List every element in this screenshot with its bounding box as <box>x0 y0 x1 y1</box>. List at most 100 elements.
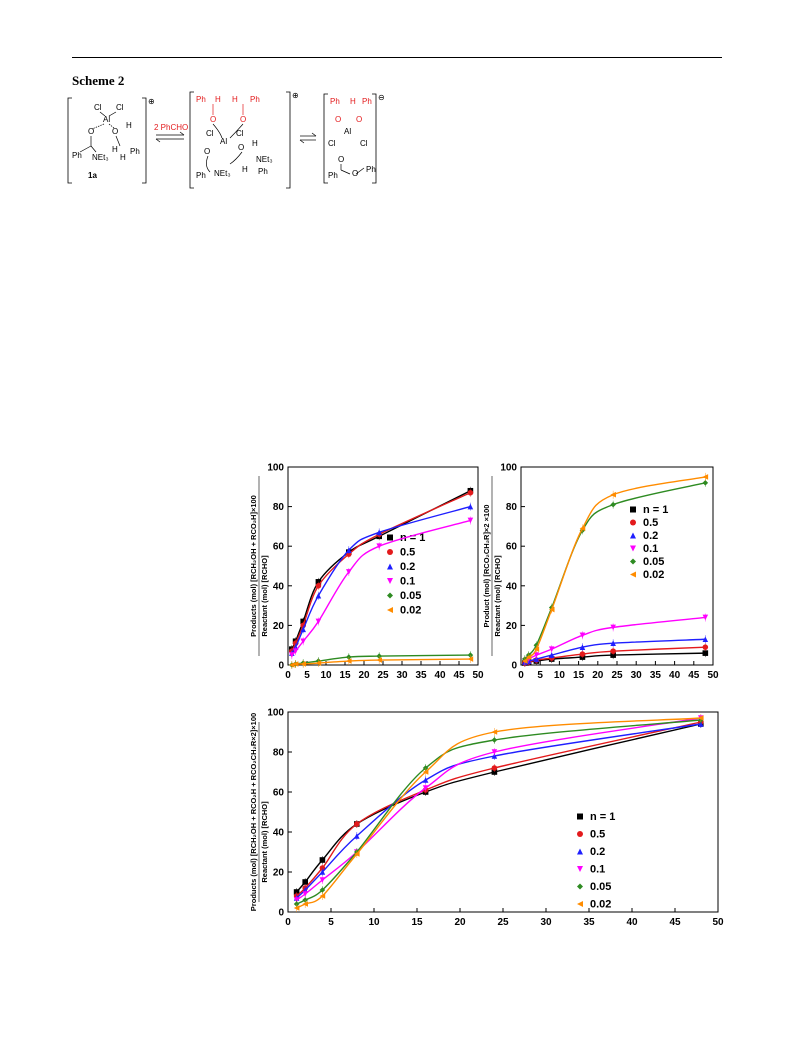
legend-label: 0.5 <box>643 517 658 529</box>
plot-frame <box>520 466 714 666</box>
data-point <box>300 638 306 645</box>
legend-label: 0.05 <box>400 590 421 602</box>
h-label-3: H <box>120 153 126 162</box>
data-point <box>702 644 709 650</box>
x-tick-label: 5 <box>304 670 310 681</box>
legend-label: 0.5 <box>590 829 605 841</box>
data-point <box>533 652 540 658</box>
x-tick-label: 30 <box>540 917 552 928</box>
data-point <box>315 660 322 666</box>
x-tick-label: 5 <box>328 917 334 928</box>
legend-label: 0.1 <box>400 576 415 588</box>
cl-label-6: Cl <box>360 139 368 148</box>
legend-marker <box>630 506 636 513</box>
data-point <box>422 777 429 783</box>
data-point <box>491 765 498 771</box>
y-tick-label: 40 <box>273 581 285 592</box>
series-curve <box>291 492 471 652</box>
legend-marker <box>387 563 393 570</box>
y-axis-label: Products (mol) [RCH₂OH + RCO₂H]×100 React… <box>249 476 269 656</box>
y-axis-label-denominator: Reactant (mol) [RCHO] <box>260 555 269 637</box>
o-label-2: O <box>112 127 118 136</box>
legend-label: n = 1 <box>643 504 668 516</box>
data-point <box>491 737 498 743</box>
arrow-label: 2 PhCHO <box>154 123 188 132</box>
data-point <box>610 640 616 647</box>
cl-label-4: Cl <box>236 129 244 138</box>
x-tick-label: 20 <box>358 670 370 681</box>
legend-marker <box>577 848 583 855</box>
data-point <box>522 658 528 664</box>
y-tick-label: 20 <box>273 868 285 879</box>
ph-label-1: Ph <box>72 151 82 160</box>
y-tick-label: 80 <box>506 502 518 513</box>
legend-marker <box>630 571 636 578</box>
y-tick-label: 40 <box>273 828 285 839</box>
y-tick-label: 40 <box>506 581 518 592</box>
legend-marker <box>577 883 583 890</box>
cl-label-2: Cl <box>116 103 124 112</box>
net3-label-1: NEt₃ <box>92 153 109 162</box>
y-axis-label-numerator: Product (mol) [RCO₂CH₂R]×2 ×100 <box>483 505 491 628</box>
data-point <box>702 480 709 486</box>
al-label-2: Al <box>220 137 227 146</box>
data-point <box>610 501 616 508</box>
series-curve <box>296 719 701 905</box>
data-point <box>315 592 322 599</box>
data-point <box>302 891 308 897</box>
data-point <box>422 769 429 775</box>
data-point <box>491 749 498 755</box>
data-point <box>702 474 709 480</box>
legend-marker <box>577 901 583 907</box>
data-point <box>300 661 306 667</box>
y-tick-label: 60 <box>273 788 285 799</box>
data-point <box>319 857 326 863</box>
ph-label-3: Ph <box>196 171 206 180</box>
data-point <box>610 624 616 631</box>
plot-frame <box>287 466 479 666</box>
data-point <box>579 525 586 532</box>
y-axis-label-numerator: Products (mol) [RCH₂OH + RCO₂H + RCO₂CH₂… <box>249 713 258 911</box>
legend-marker <box>630 532 636 539</box>
data-point <box>467 517 474 524</box>
ph-label-6: Ph <box>366 165 376 174</box>
x-tick-label: 25 <box>611 670 623 681</box>
y-tick-label: 80 <box>273 502 285 513</box>
data-point <box>293 905 300 911</box>
y-tick-label: 100 <box>500 463 517 474</box>
legend-marker <box>577 831 583 837</box>
x-tick-label: 5 <box>537 670 543 681</box>
charge-minus: ⊖ <box>378 93 385 102</box>
y-tick-label: 100 <box>267 708 284 719</box>
data-point <box>300 626 306 633</box>
x-tick-label: 40 <box>626 917 638 928</box>
series-curve <box>296 717 701 901</box>
ph-label-4: Ph <box>258 167 268 176</box>
net3-label-2: NEt₃ <box>256 155 273 164</box>
data-point <box>610 648 616 654</box>
net3-label-3: NEt₃ <box>214 169 231 178</box>
o-label-6: O <box>352 169 358 178</box>
h-label-5: H <box>242 165 248 174</box>
h-label-1: H <box>126 121 132 130</box>
x-tick-label: 45 <box>669 917 681 928</box>
ph-red-3: Ph <box>330 97 340 106</box>
o-label-4: O <box>238 143 244 152</box>
x-tick-label: 0 <box>518 670 524 681</box>
legend-label: 0.05 <box>643 556 664 568</box>
series-curve <box>296 723 701 899</box>
legend-marker <box>387 578 393 584</box>
x-tick-label: 30 <box>396 670 408 681</box>
legend-label: 0.02 <box>643 569 664 581</box>
x-tick-label: 10 <box>554 670 566 681</box>
legend-label: 0.02 <box>590 899 611 911</box>
y-tick-label: 0 <box>278 908 284 919</box>
reaction-scheme: ⊕ Cl Cl Al O O H Ph NEt₃ H H Ph 1a 2 PhC… <box>67 91 385 189</box>
y-tick-label: 60 <box>273 542 285 553</box>
x-tick-label: 35 <box>583 917 595 928</box>
charge-plus-1: ⊕ <box>148 97 155 106</box>
data-point <box>548 606 555 613</box>
al-label-1: Al <box>103 115 110 124</box>
header-rule <box>72 57 722 58</box>
o-label-5: O <box>338 155 344 164</box>
